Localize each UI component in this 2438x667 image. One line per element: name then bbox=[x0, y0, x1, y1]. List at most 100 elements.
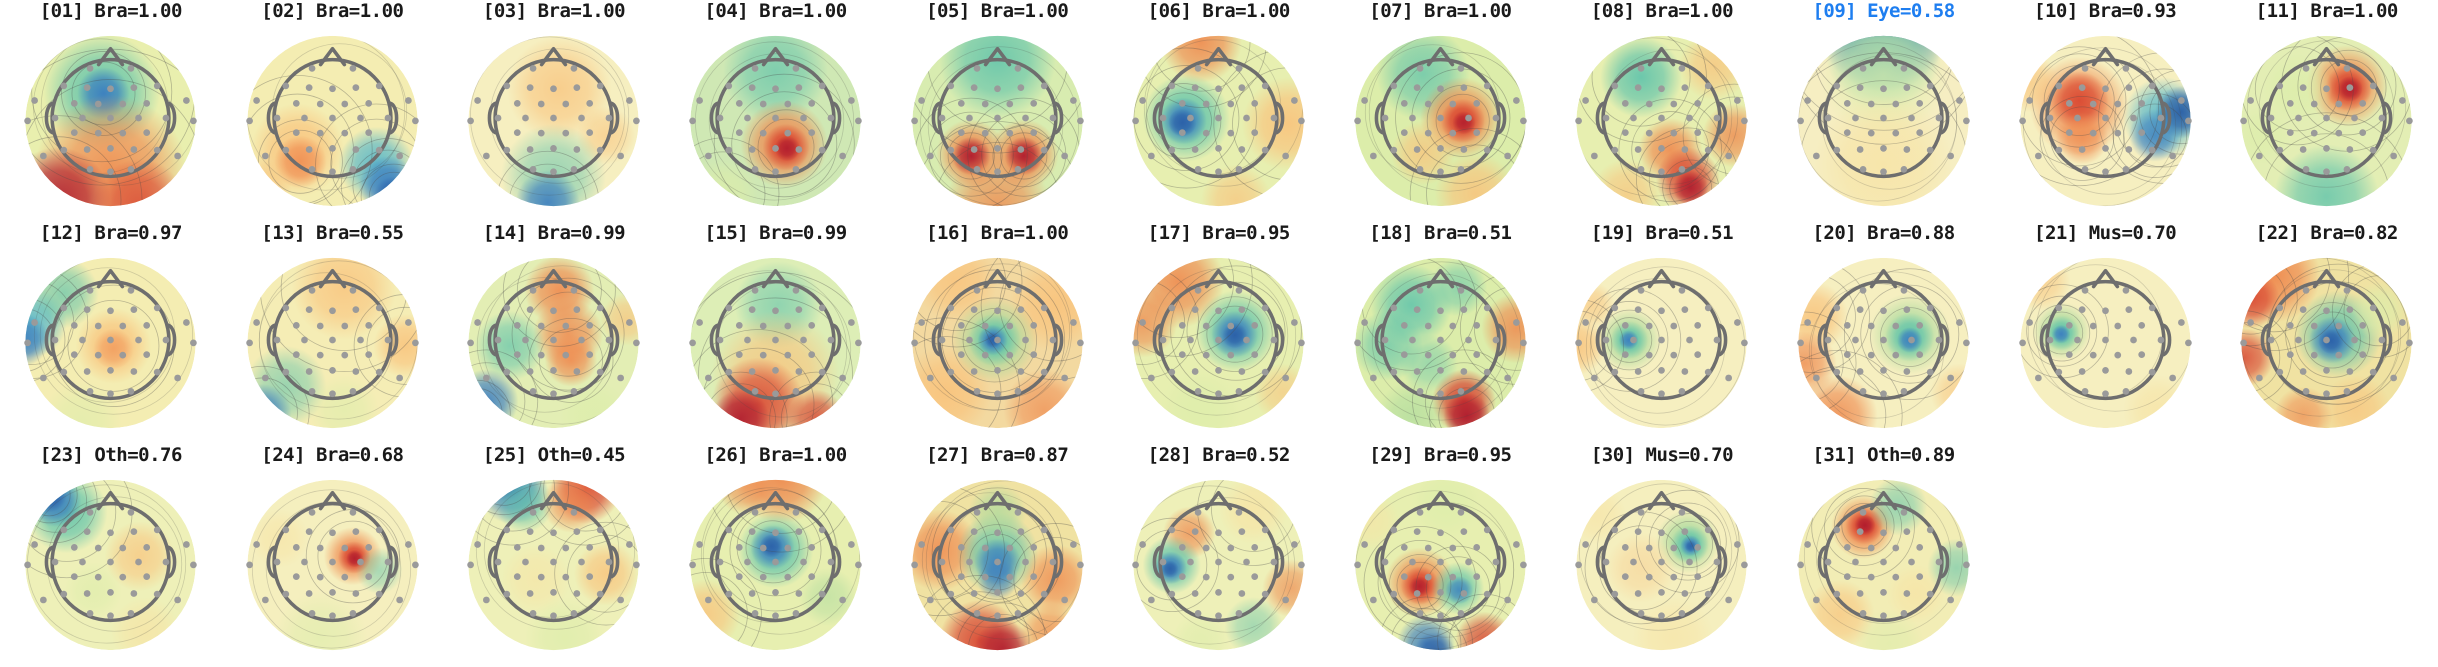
topomap bbox=[1575, 479, 1749, 651]
topomap bbox=[2240, 35, 2414, 207]
right-ear-outline bbox=[1717, 323, 1728, 357]
right-ear-outline bbox=[166, 323, 177, 357]
component-tile: [16] Bra=1.00 bbox=[886, 222, 1108, 444]
nose-outline bbox=[983, 268, 1011, 289]
component-title: [22] Bra=0.82 bbox=[2255, 222, 2399, 244]
component-title: [17] Bra=0.95 bbox=[1147, 222, 1291, 244]
electrode-dots bbox=[1132, 286, 1306, 398]
right-ear-outline bbox=[1939, 101, 1950, 135]
right-ear-outline bbox=[1939, 545, 1950, 579]
nose-outline bbox=[540, 46, 568, 67]
right-ear-outline bbox=[831, 101, 842, 135]
topomap bbox=[246, 479, 419, 651]
component-title: [03] Bra=1.00 bbox=[482, 0, 626, 22]
electrode-dots bbox=[467, 508, 641, 620]
right-ear-outline bbox=[2160, 101, 2171, 135]
component-tile: [03] Bra=1.00 bbox=[443, 0, 665, 222]
right-ear-outline bbox=[1717, 545, 1728, 579]
component-tile: [29] Bra=0.95 bbox=[1330, 444, 1552, 666]
component-tile: [26] Bra=1.00 bbox=[665, 444, 887, 666]
nose-outline bbox=[1426, 46, 1455, 67]
left-ear-outline bbox=[488, 545, 499, 579]
component-title: [30] Mus=0.70 bbox=[1590, 444, 1734, 466]
topomap bbox=[1132, 257, 1306, 429]
electrode-dots bbox=[910, 508, 1084, 620]
nose-outline bbox=[761, 490, 790, 511]
electrode-dots bbox=[2018, 286, 2192, 398]
topomap-field bbox=[468, 257, 640, 429]
electrode-dots bbox=[246, 508, 419, 620]
component-title: [01] Bra=1.00 bbox=[39, 0, 183, 22]
electrode-dots bbox=[24, 508, 198, 620]
nose-outline bbox=[761, 268, 790, 289]
nose-outline bbox=[2313, 46, 2341, 67]
nose-outline bbox=[1648, 490, 1676, 511]
topomap bbox=[1575, 35, 1749, 207]
component-title: [27] Bra=0.87 bbox=[926, 444, 1069, 466]
topomap bbox=[2240, 257, 2414, 429]
component-tile: [07] Bra=1.00 bbox=[1330, 0, 1552, 222]
component-title: [21] Mus=0.70 bbox=[2034, 222, 2177, 244]
component-tile: [01] Bra=1.00 bbox=[0, 0, 222, 222]
component-title: [14] Bra=0.99 bbox=[482, 222, 626, 244]
left-ear-outline bbox=[1152, 545, 1164, 579]
component-tile: [02] Bra=1.00 bbox=[222, 0, 444, 222]
component-tile: [24] Bra=0.68 bbox=[222, 444, 444, 666]
electrode-dots bbox=[1354, 64, 1527, 176]
electrode-dots bbox=[1797, 286, 1970, 398]
component-title: [31] Oth=0.89 bbox=[1812, 444, 1955, 466]
topomap bbox=[1354, 479, 1527, 651]
component-title: [15] Bra=0.99 bbox=[704, 222, 847, 244]
electrode-dots bbox=[1132, 64, 1306, 176]
nose-outline bbox=[1205, 490, 1233, 511]
topomap bbox=[1132, 479, 1306, 651]
nose-outline bbox=[1205, 268, 1233, 289]
component-tile: [18] Bra=0.51 bbox=[1330, 222, 1552, 444]
topomap-field bbox=[912, 479, 1083, 651]
nose-outline bbox=[2313, 268, 2341, 289]
component-title: [28] Bra=0.52 bbox=[1147, 444, 1291, 466]
left-ear-outline bbox=[709, 323, 720, 357]
nose-outline bbox=[97, 268, 125, 289]
electrode-dots bbox=[1354, 286, 1527, 398]
nose-outline bbox=[983, 46, 1011, 67]
component-tile: [27] Bra=0.87 bbox=[886, 444, 1108, 666]
component-title: [09] Eye=0.58 bbox=[1812, 0, 1955, 22]
electrode-dots bbox=[24, 64, 198, 176]
component-title: [18] Bra=0.51 bbox=[1369, 222, 1512, 244]
left-ear-outline bbox=[266, 545, 277, 579]
topomap bbox=[910, 257, 1084, 429]
electrode-dots bbox=[467, 286, 641, 398]
component-title: [06] Bra=1.00 bbox=[1147, 0, 1291, 22]
left-ear-outline bbox=[1596, 101, 1607, 135]
component-tile: [28] Bra=0.52 bbox=[1108, 444, 1330, 666]
left-ear-outline bbox=[1152, 323, 1164, 357]
nose-outline bbox=[1869, 268, 1898, 289]
component-title: [26] Bra=1.00 bbox=[704, 444, 847, 466]
nose-outline bbox=[97, 46, 125, 67]
component-title: [23] Oth=0.76 bbox=[39, 444, 183, 466]
electrode-dots bbox=[910, 64, 1084, 176]
component-tile: [31] Oth=0.89 bbox=[1773, 444, 1995, 666]
right-ear-outline bbox=[1495, 545, 1507, 579]
nose-outline bbox=[1869, 490, 1898, 511]
topomap bbox=[1797, 35, 1970, 207]
left-ear-outline bbox=[1817, 101, 1828, 135]
topomap bbox=[24, 479, 198, 651]
right-ear-outline bbox=[831, 545, 842, 579]
left-ear-outline bbox=[1152, 101, 1164, 135]
component-tile: [04] Bra=1.00 bbox=[665, 0, 887, 222]
component-title: [12] Bra=0.97 bbox=[39, 222, 183, 244]
right-ear-outline bbox=[1274, 323, 1285, 357]
right-ear-outline bbox=[609, 323, 620, 357]
right-ear-outline bbox=[2160, 323, 2171, 357]
topomap bbox=[1132, 35, 1306, 207]
component-tile: [10] Bra=0.93 bbox=[1994, 0, 2216, 222]
topomap bbox=[467, 479, 641, 651]
component-title: [25] Oth=0.45 bbox=[482, 444, 626, 466]
component-tile: [11] Bra=1.00 bbox=[2216, 0, 2438, 222]
left-ear-outline bbox=[709, 101, 720, 135]
nose-outline bbox=[318, 46, 347, 67]
electrode-dots bbox=[1575, 286, 1749, 398]
topomap bbox=[1575, 257, 1749, 429]
